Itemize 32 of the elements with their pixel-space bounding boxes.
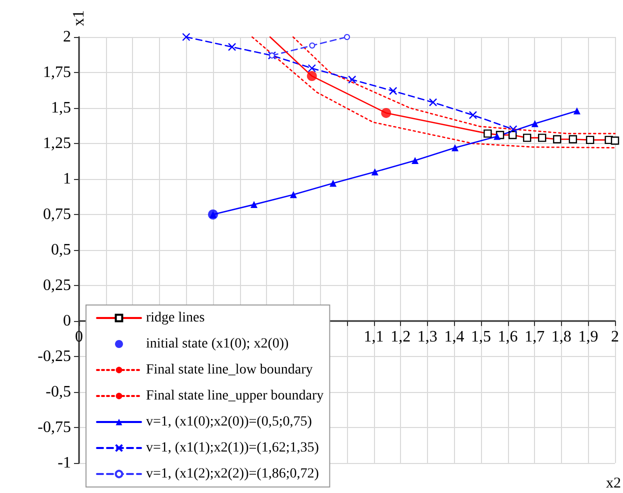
x-tick-label: 1,1	[364, 328, 384, 346]
x-axis-title: x2	[606, 476, 621, 492]
y-axis-title: x1	[70, 10, 88, 26]
y-tick-label: -0,25	[38, 348, 71, 365]
y-tick-label: -0,75	[38, 419, 71, 436]
x-tick-label: 1,8	[551, 328, 572, 346]
y-tick-label: 0	[63, 312, 71, 330]
legend-label: v=1, (x1(0);x2(0))=(0,5;0,75)	[146, 414, 312, 430]
legend-label: Final state line_low boundary	[146, 362, 313, 378]
x-tick-label: 1,2	[390, 328, 411, 346]
x-tick-label: 2	[611, 328, 619, 346]
y-tick-label: 0,5	[51, 242, 71, 258]
x-tick-label: 1,4	[444, 328, 464, 346]
x-tick-label: 1,3	[417, 328, 438, 346]
y-tick-label: 1,75	[43, 64, 71, 81]
legend-label: Final state line_upper boundary	[146, 388, 324, 404]
y-tick-label: 0,75	[43, 206, 71, 223]
legend-label: initial state (x1(0); x2(0))	[146, 336, 290, 352]
y-tick-label: 2	[63, 28, 71, 46]
y-tick-label: 1,25	[43, 135, 71, 152]
legend-label: v=1, (x1(2);x2(2))=(1,86;0,72)	[146, 466, 320, 482]
y-tick-label: 1	[63, 170, 71, 188]
x-tick-label: 1,6	[498, 328, 518, 346]
x-tick-label: 1,5	[471, 328, 491, 346]
x-tick-label: 1,7	[524, 328, 545, 346]
x-tick-label: 1,9	[578, 328, 598, 346]
y-tick-label: 1,5	[51, 100, 71, 116]
y-tick-label: 0,25	[43, 277, 71, 294]
legend-label: ridge lines	[146, 310, 205, 326]
y-tick-label: -0,5	[46, 384, 71, 400]
y-tick-label: -1	[58, 454, 71, 472]
legend-label: v=1, (x1(1);x2(1))=(1,62;1,35)	[146, 440, 320, 456]
